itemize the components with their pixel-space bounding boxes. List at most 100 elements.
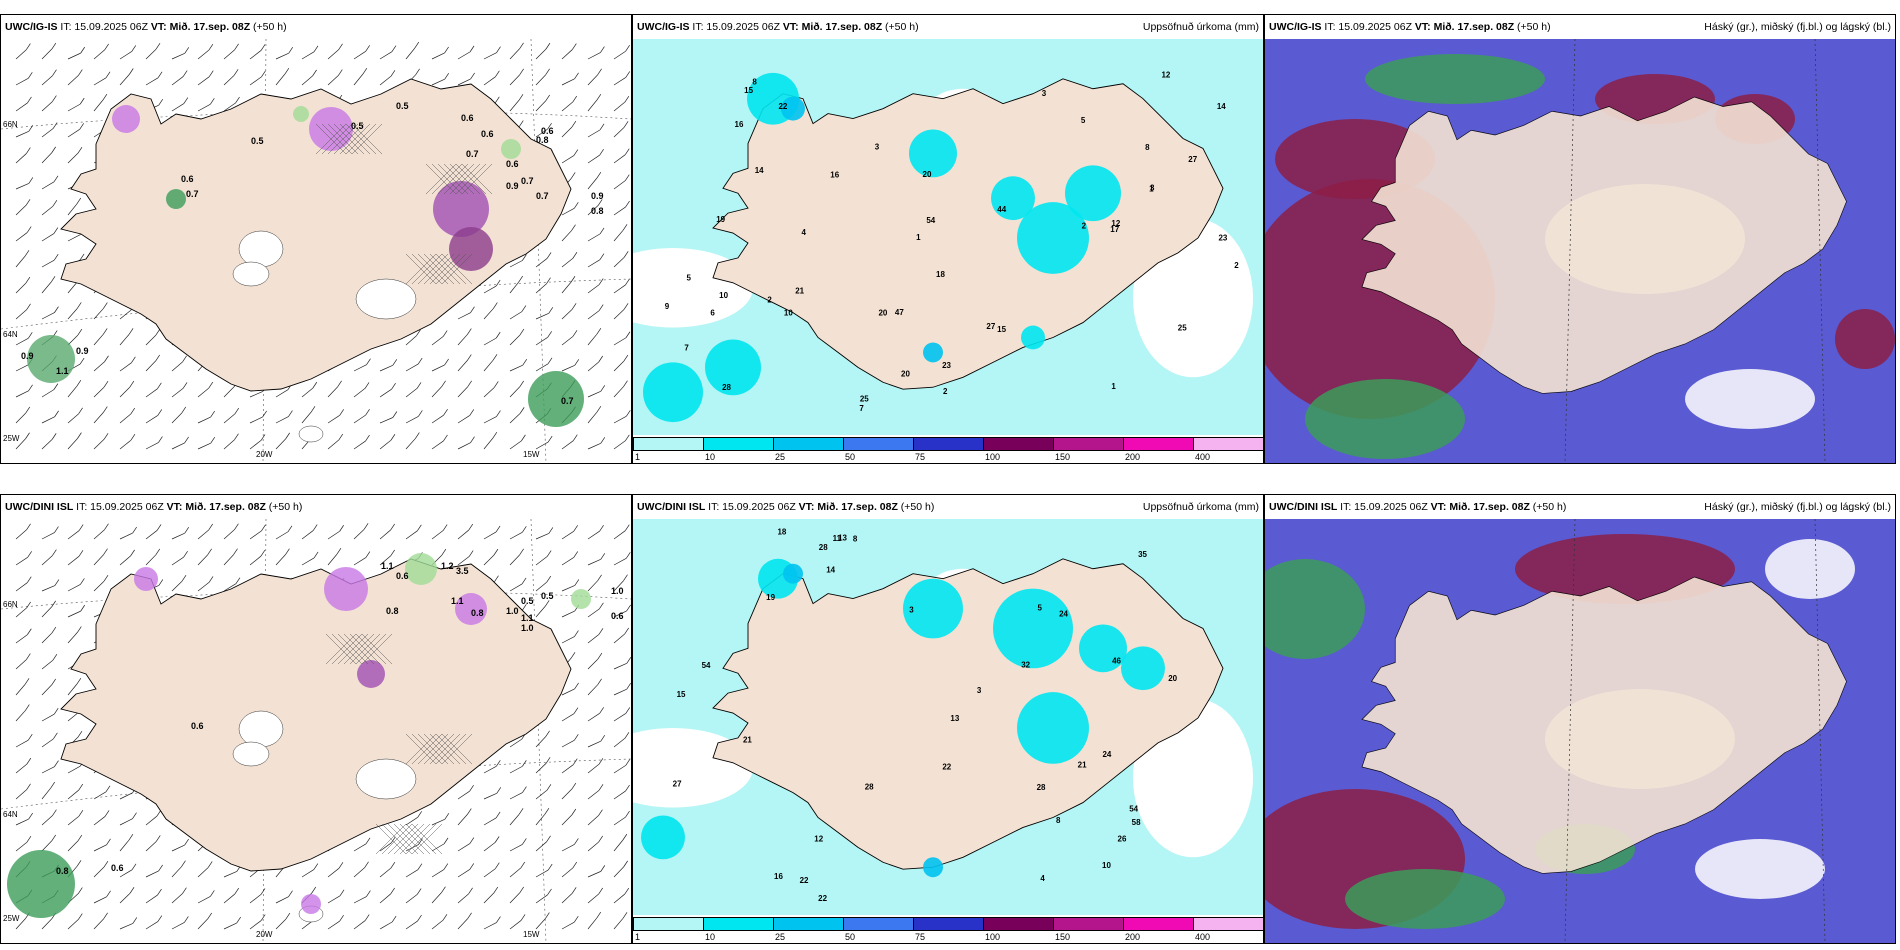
panel-header: UWC/DINI ISL IT: 15.09.2025 06Z VT: Mið.… <box>1 495 631 519</box>
value-label: 0.9 <box>591 191 604 201</box>
precip-value: 14 <box>755 166 764 175</box>
cloud-area <box>1365 54 1545 104</box>
cloud-area <box>1835 309 1895 369</box>
colorbar-swatch <box>1193 437 1263 451</box>
precip-value: 27 <box>986 322 995 331</box>
precip-value: 26 <box>1118 834 1127 843</box>
precip-value: 54 <box>926 216 935 225</box>
precip-value: 5 <box>687 274 692 283</box>
value-label: 1.0 <box>611 586 624 596</box>
precip-value: 6 <box>710 309 715 318</box>
value-label: 0.8 <box>536 135 549 145</box>
glacier <box>238 230 284 268</box>
colorbar-swatch <box>983 917 1054 931</box>
precip-area <box>571 589 591 609</box>
lat-label: 64N <box>3 330 18 339</box>
precip-value: 23 <box>1218 234 1227 243</box>
colorbar-tick: 100 <box>985 932 1001 942</box>
lat-label: 64N <box>3 810 18 819</box>
value-label: 1.2 <box>441 561 454 571</box>
precip-area <box>991 176 1035 221</box>
value-label: 0.6 <box>111 863 124 873</box>
precip-value: 28 <box>819 543 828 552</box>
iceland-land <box>1361 576 1847 874</box>
value-label: 0.9 <box>76 346 89 356</box>
cloud-area <box>1265 559 1365 659</box>
precip-value: 27 <box>673 780 682 789</box>
value-label: 0.6 <box>481 129 494 139</box>
value-label: 0.5 <box>251 136 264 146</box>
precip-value: 5 <box>1038 604 1043 613</box>
value-label: 0.8 <box>56 866 69 876</box>
precip-value: 3 <box>875 143 880 152</box>
lon-label: 20W <box>256 450 273 459</box>
value-label: 1.1 <box>56 366 69 376</box>
panel-right-title: Háský (gr.), miðský (fj.bl.) og lágský (… <box>1704 21 1891 33</box>
precip-area <box>643 362 703 423</box>
precip-value: 13 <box>838 533 847 542</box>
precip-value: 13 <box>950 714 959 723</box>
cloud-area <box>1345 869 1505 929</box>
precip-value: 14 <box>826 565 835 574</box>
precip-area <box>166 189 186 209</box>
precip-value: 35 <box>1138 550 1147 559</box>
glacier <box>355 758 417 800</box>
colorbar-tick: 200 <box>1125 452 1141 462</box>
colorbar-swatch <box>843 437 914 451</box>
precip-value: 12 <box>1111 219 1120 228</box>
precip-area <box>1079 624 1127 673</box>
precip-value: 46 <box>1112 657 1121 666</box>
precip-value: 10 <box>719 291 728 300</box>
precip-value: 18 <box>936 270 945 279</box>
precip-value: 28 <box>722 383 731 392</box>
precip-area <box>1121 646 1165 691</box>
panel-header: UWC/IG-IS IT: 15.09.2025 06Z VT: Mið. 17… <box>1265 15 1895 39</box>
panel-right-title: Uppsöfnuð úrkoma (mm) <box>1142 501 1259 513</box>
precip-value: 24 <box>1102 750 1111 759</box>
glacier <box>355 278 417 320</box>
value-label: 0.5 <box>521 596 534 606</box>
colorbar-swatch <box>843 917 914 931</box>
colorbar-swatch <box>983 437 1054 451</box>
precip-value: 10 <box>1102 861 1111 870</box>
precip-value: 2 <box>943 387 948 396</box>
precip-value: 18 <box>777 527 786 536</box>
precip-area <box>309 107 353 151</box>
precip-value: 44 <box>997 205 1006 214</box>
precip-area <box>7 850 75 918</box>
colorbar-tick: 1 <box>635 932 641 942</box>
precip-value: 7 <box>684 343 689 352</box>
precip-value: 15 <box>997 325 1006 334</box>
precip-value: 16 <box>830 171 839 180</box>
colorbar-swatch <box>1193 917 1263 931</box>
value-label: 0.6 <box>181 174 194 184</box>
value-label: 0.6 <box>396 571 409 581</box>
precip-map: 2 1 12 18 23 3 1 2 47 23 10 22 25 27 28 14 15 20 19 44 27 16 2… <box>633 39 1263 435</box>
colorbar-tick: 400 <box>1195 452 1211 462</box>
wind-map: 1.1 0.6 1.2 3.5 1.1 0.8 0.5 1.0 0.6 0.5 1.1 1.0 0.8 0… <box>1 519 631 943</box>
precip-area <box>293 106 309 122</box>
precip-value: 54 <box>702 661 711 670</box>
cloud-area <box>1305 379 1465 459</box>
colorbar-tick: 25 <box>775 932 786 942</box>
value-label: 1.0 <box>521 623 534 633</box>
precip-area <box>528 371 584 427</box>
snow-hatch <box>315 123 493 285</box>
value-label: 0.7 <box>186 189 199 199</box>
value-label: 1.1 <box>381 561 394 571</box>
panel-precip-dini: UWC/DINI ISL IT: 15.09.2025 06Z VT: Mið.… <box>632 494 1264 944</box>
colorbar-tick: 10 <box>705 932 716 942</box>
precip-value: 25 <box>1178 323 1187 332</box>
colorbar-tick: 75 <box>915 452 926 462</box>
graticule <box>1564 39 1826 463</box>
precip-value: 2 <box>1082 221 1087 230</box>
precip-value: 4 <box>1040 874 1045 883</box>
map-canvas: 0.50.50.60.50.6 0.60.80.70.60.9 0.70.60.7 0… <box>1 39 631 463</box>
precip-value: 22 <box>818 894 827 903</box>
colorbar-swatch <box>703 437 774 451</box>
precip-value: 1 <box>1149 184 1154 193</box>
colorbar-tick: 400 <box>1195 932 1211 942</box>
precip-value: 21 <box>743 735 752 744</box>
value-label: 0.8 <box>591 206 604 216</box>
colorbar-swatch <box>913 917 984 931</box>
